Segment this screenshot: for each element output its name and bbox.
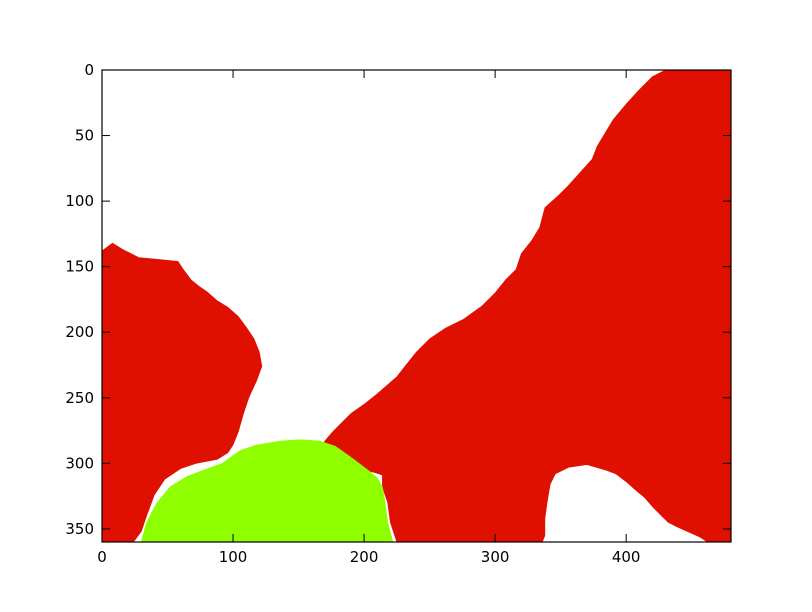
x-tick-label: 400	[612, 548, 641, 566]
y-tick-label: 50	[75, 127, 94, 145]
y-tick-label: 100	[65, 192, 94, 210]
y-tick-label: 0	[84, 61, 94, 79]
y-tick-label: 350	[65, 520, 94, 538]
heatmap-regions	[102, 70, 731, 542]
x-axis: 0 100 200 300 400	[97, 70, 640, 566]
x-tick-label: 300	[481, 548, 510, 566]
x-tick-label: 100	[219, 548, 248, 566]
y-tick-label: 250	[65, 389, 94, 407]
y-tick-label: 300	[65, 454, 94, 472]
heatmap-region-2	[140, 439, 394, 542]
y-axis: 0 50 100 150 200 250 300 350	[65, 61, 731, 538]
heatmap-region-1	[321, 70, 731, 542]
y-tick-label: 150	[65, 258, 94, 276]
x-tick-label: 0	[97, 548, 107, 566]
heatmap-region-0	[102, 242, 263, 542]
plot-frame	[101, 69, 732, 543]
y-tick-label: 200	[65, 323, 94, 341]
x-tick-label: 200	[350, 548, 379, 566]
